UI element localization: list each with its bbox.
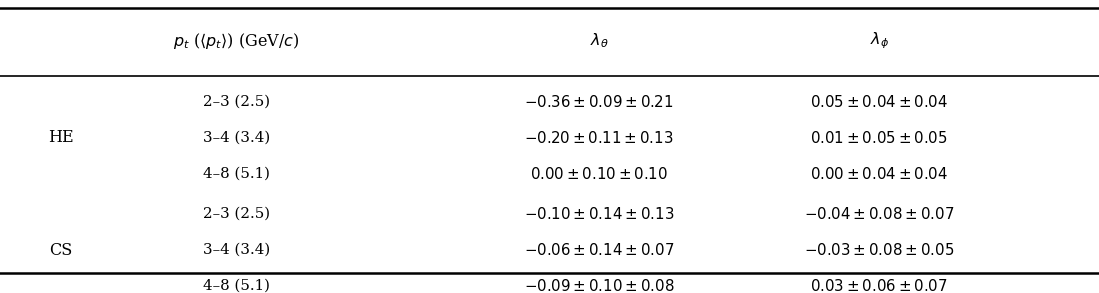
Text: $-0.03 \pm 0.08 \pm 0.05$: $-0.03 \pm 0.08 \pm 0.05$ xyxy=(804,242,954,258)
Text: $-0.20 \pm 0.11 \pm 0.13$: $-0.20 \pm 0.11 \pm 0.13$ xyxy=(524,130,674,146)
Text: 2–3 (2.5): 2–3 (2.5) xyxy=(203,207,269,221)
Text: 4–8 (5.1): 4–8 (5.1) xyxy=(203,279,269,293)
Text: $\lambda_\phi$: $\lambda_\phi$ xyxy=(869,30,889,51)
Text: CS: CS xyxy=(48,241,73,258)
Text: $-0.04 \pm 0.08 \pm 0.07$: $-0.04 \pm 0.08 \pm 0.07$ xyxy=(804,206,954,222)
Text: $\lambda_\theta$: $\lambda_\theta$ xyxy=(589,31,609,50)
Text: $-0.09 \pm 0.10 \pm 0.08$: $-0.09 \pm 0.10 \pm 0.08$ xyxy=(524,278,674,293)
Text: $0.00 \pm 0.04 \pm 0.04$: $0.00 \pm 0.04 \pm 0.04$ xyxy=(810,166,948,182)
Text: $0.00 \pm 0.10 \pm 0.10$: $0.00 \pm 0.10 \pm 0.10$ xyxy=(530,166,668,182)
Text: $0.01 \pm 0.05 \pm 0.05$: $0.01 \pm 0.05 \pm 0.05$ xyxy=(810,130,948,146)
Text: 3–4 (3.4): 3–4 (3.4) xyxy=(202,131,270,145)
Text: 3–4 (3.4): 3–4 (3.4) xyxy=(202,243,270,257)
Text: 2–3 (2.5): 2–3 (2.5) xyxy=(203,95,269,109)
Text: $-0.10 \pm 0.14 \pm 0.13$: $-0.10 \pm 0.14 \pm 0.13$ xyxy=(524,206,674,222)
Text: $0.03 \pm 0.06 \pm 0.07$: $0.03 \pm 0.06 \pm 0.07$ xyxy=(810,278,948,293)
Text: $p_t$ ($\langle p_t \rangle$) (GeV/$c$): $p_t$ ($\langle p_t \rangle$) (GeV/$c$) xyxy=(173,31,300,51)
Text: 4–8 (5.1): 4–8 (5.1) xyxy=(203,167,269,180)
Text: $-0.06 \pm 0.14 \pm 0.07$: $-0.06 \pm 0.14 \pm 0.07$ xyxy=(524,242,674,258)
Text: $-0.36 \pm 0.09 \pm 0.21$: $-0.36 \pm 0.09 \pm 0.21$ xyxy=(524,94,674,110)
Text: $0.05 \pm 0.04 \pm 0.04$: $0.05 \pm 0.04 \pm 0.04$ xyxy=(810,94,948,110)
Text: HE: HE xyxy=(47,129,74,146)
